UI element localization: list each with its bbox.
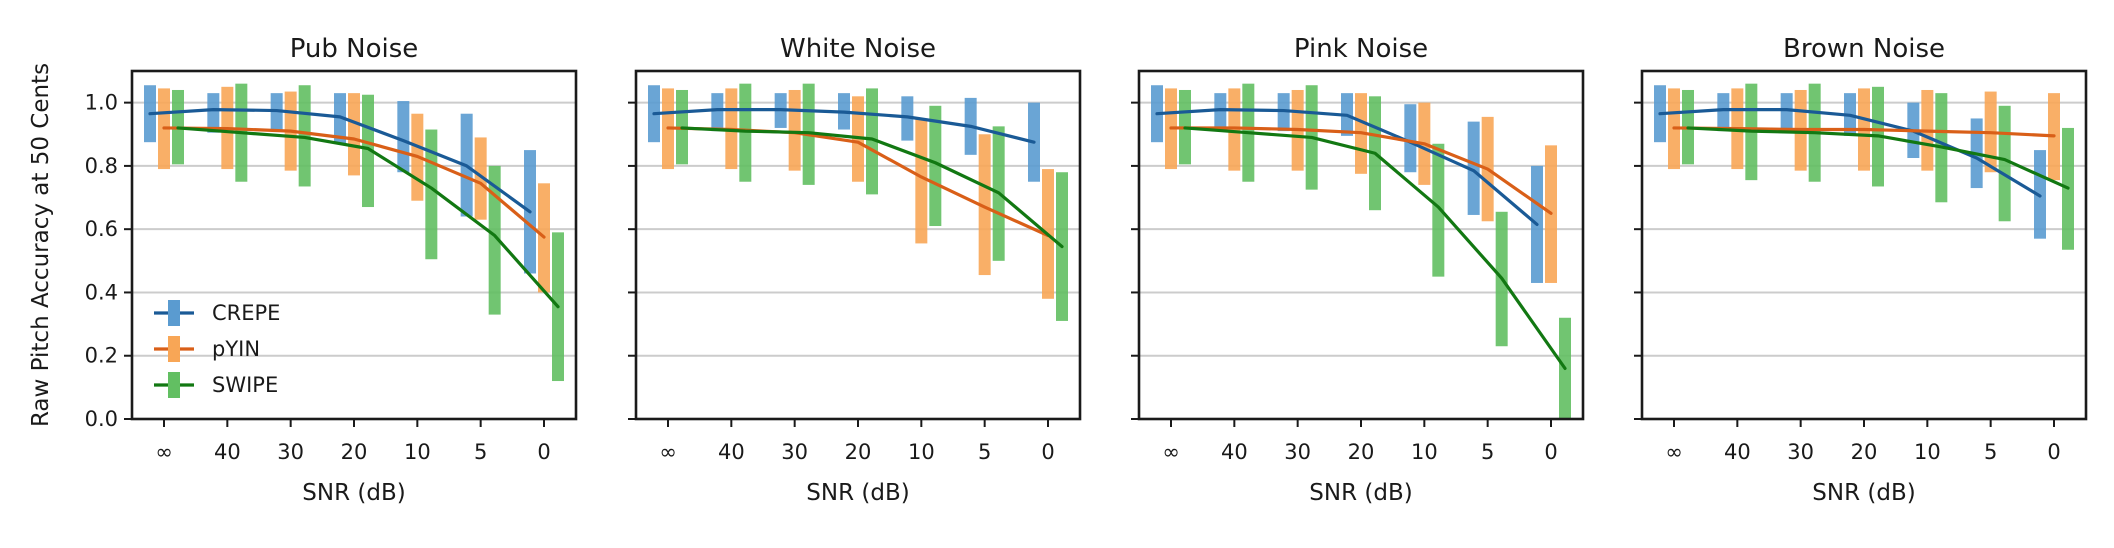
y-tick-label: 0.0 <box>85 407 118 431</box>
error-bar-swipe <box>929 105 942 227</box>
x-tick-label: 20 <box>341 440 368 464</box>
x-tick-label: 40 <box>1221 440 1248 464</box>
panel-3: ∞ 40 30 20 10 5 0 Brown Noise SNR (dB) <box>1634 34 2088 506</box>
y-tick-label: 1.0 <box>85 91 118 115</box>
x-tick-label: ∞ <box>1665 440 1683 464</box>
x-tick-label: 0 <box>1544 440 1557 464</box>
x-tick-label: 40 <box>214 440 241 464</box>
x-tick-label: ∞ <box>1162 440 1180 464</box>
error-bar-swipe <box>1432 143 1445 277</box>
x-tick-label: 20 <box>1348 440 1375 464</box>
y-tick-label: 0.4 <box>85 280 118 304</box>
legend-bar-swipe <box>168 372 180 398</box>
x-tick-label: ∞ <box>155 440 173 464</box>
error-bar-swipe <box>488 165 501 315</box>
x-tick-label: 30 <box>1284 440 1311 464</box>
x-tick-label: 30 <box>1787 440 1814 464</box>
panel-title: White Noise <box>780 34 936 64</box>
series-line-crepe <box>652 107 1036 144</box>
x-tick-label: 5 <box>1481 440 1494 464</box>
panel-0: 0.0 0.2 0.4 0.6 0.8 1.0 ∞ 40 30 20 10 5 0 Pub Noise SN… <box>85 34 578 506</box>
panel-title: Pub Noise <box>290 34 419 64</box>
error-bar-swipe <box>362 94 374 208</box>
error-bar-crepe <box>711 93 724 132</box>
y-tick-label: 0.2 <box>85 344 118 368</box>
x-tick-label: 40 <box>1724 440 1751 464</box>
error-bar-pyin <box>978 134 991 276</box>
x-tick-label: 0 <box>1041 440 1054 464</box>
legend-bar-pyin <box>168 336 180 362</box>
error-bar-pyin <box>348 93 360 176</box>
error-bar-crepe <box>1717 93 1730 132</box>
x-tick-label: 10 <box>404 440 431 464</box>
error-bar-pyin <box>474 137 487 220</box>
series-line-pyin <box>162 126 546 239</box>
x-tick-label: 5 <box>1984 440 1997 464</box>
x-tick-label: 20 <box>845 440 872 464</box>
series-line-swipe <box>1686 126 2070 190</box>
legend-bar-crepe <box>168 300 180 326</box>
error-bar-crepe <box>1404 104 1417 173</box>
error-bar-crepe <box>207 93 220 133</box>
x-axis-label: SNR (dB) <box>302 480 405 506</box>
series-line-pyin <box>1672 126 2056 138</box>
error-bar-crepe <box>1214 93 1227 130</box>
error-bar-crepe <box>1467 121 1480 215</box>
series-line-crepe <box>148 107 532 214</box>
y-axis-label: Raw Pitch Accuracy at 50 Cents <box>28 63 54 427</box>
x-tick-label: 5 <box>474 440 487 464</box>
series-line-swipe <box>680 126 1064 249</box>
series-line-pyin <box>1169 126 1553 215</box>
panel-title: Brown Noise <box>1783 34 1945 64</box>
legend-label-crepe: CREPE <box>212 301 280 325</box>
legend: CREPE pYIN SWIPE <box>154 300 280 398</box>
panel-2: ∞ 40 30 20 10 5 0 Pink Noise SNR (dB) <box>1131 34 1585 506</box>
x-tick-label: 20 <box>1851 440 1878 464</box>
legend-label-swipe: SWIPE <box>212 373 278 397</box>
x-tick-label: ∞ <box>659 440 677 464</box>
x-axis-label: SNR (dB) <box>806 480 909 506</box>
x-tick-label: 30 <box>277 440 304 464</box>
panel-1: ∞ 40 30 20 10 5 0 White Noise SNR (dB) <box>628 34 1082 506</box>
y-tick-label: 0.6 <box>85 217 118 241</box>
x-tick-label: 5 <box>978 440 991 464</box>
x-axis-label: SNR (dB) <box>1812 480 1915 506</box>
error-bar-crepe <box>397 101 410 173</box>
error-bar-pyin <box>788 89 801 171</box>
series-line-crepe <box>1155 107 1539 227</box>
x-tick-label: 40 <box>718 440 745 464</box>
x-axis-label: SNR (dB) <box>1309 480 1412 506</box>
series-line-swipe <box>1183 126 1567 370</box>
y-tick-label: 0.8 <box>85 154 118 178</box>
x-tick-label: 0 <box>2047 440 2060 464</box>
x-tick-label: 10 <box>1914 440 1941 464</box>
legend-label-pyin: pYIN <box>212 337 260 361</box>
series-line-swipe <box>176 126 560 309</box>
error-bar-pyin <box>915 118 928 244</box>
x-tick-label: 10 <box>1411 440 1438 464</box>
panel-title: Pink Noise <box>1294 34 1428 64</box>
x-tick-label: 10 <box>908 440 935 464</box>
x-tick-label: 30 <box>781 440 808 464</box>
error-bar-crepe <box>1780 93 1793 130</box>
x-tick-label: 0 <box>537 440 550 464</box>
error-bar-swipe <box>1998 105 2011 222</box>
series-line-crepe <box>1658 107 2042 198</box>
